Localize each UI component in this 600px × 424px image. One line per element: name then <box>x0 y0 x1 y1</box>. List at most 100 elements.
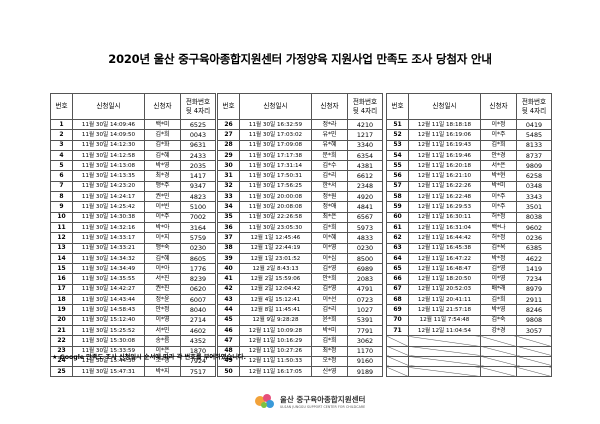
cell: 2 <box>50 129 73 141</box>
cell: 박*현 <box>480 170 517 182</box>
cell: 8038 <box>516 211 552 223</box>
cell: 12 <box>50 232 73 244</box>
cell: 42 <box>217 283 240 296</box>
cell: 12월 11일 16:45:38 <box>408 242 481 254</box>
cell: 6567 <box>347 211 383 223</box>
cell: 59 <box>386 201 409 213</box>
cell: 한*서 <box>311 180 348 193</box>
cell: 12월 1일 23:01:52 <box>239 252 312 265</box>
cell: 11월 30일 17:50:31 <box>239 170 312 182</box>
cell: 유*민 <box>311 129 348 141</box>
cell: 9347 <box>180 180 216 193</box>
cell: 11월 30일 14:34:32 <box>72 252 145 265</box>
cell: 12월 11일 20:41:11 <box>408 294 481 306</box>
cell: 9189 <box>347 366 383 378</box>
row: 22 11월 30일 15:30:08 송*름 4352 <box>50 335 216 347</box>
cell: 김*희 <box>311 335 348 347</box>
cell: 12월 11일 16:17:05 <box>239 366 312 378</box>
header-line: 뒷 4자리 <box>352 106 378 115</box>
cell: 7234 <box>516 273 552 285</box>
empty-cell <box>386 335 409 347</box>
cell: 2433 <box>180 149 216 162</box>
cell: 안*정 <box>144 304 181 316</box>
cell: 김*혜 <box>144 149 181 162</box>
cell: 12월 11일 16:20:18 <box>408 160 481 172</box>
header-cell: 번호 <box>386 93 409 120</box>
empty-cell <box>408 335 481 347</box>
cell: 4791 <box>347 283 383 296</box>
row: 12 11월 30일 14:33:17 이*지 5759 <box>50 232 216 244</box>
cell: 이*빈 <box>144 201 181 213</box>
cell: 11월 30일 14:09:50 <box>72 129 145 141</box>
empty-cell <box>480 355 517 368</box>
cell: 11월 30일 14:34:49 <box>72 263 145 275</box>
cell: 66 <box>386 273 409 285</box>
cell: 12월 11일 10:16:29 <box>239 335 312 347</box>
cell: 4920 <box>347 191 383 203</box>
cell: 김*혜 <box>144 252 181 265</box>
cell: 11월 30일 22:26:58 <box>239 211 312 223</box>
cell: 11월 30일 14:13:08 <box>72 160 145 172</box>
cell: 9602 <box>516 221 552 234</box>
row: 67 12월 11일 20:52:03 배*래 8979 <box>386 283 552 296</box>
cell: 12월 11일 16:21:10 <box>408 170 481 182</box>
cell: 11월 30일 14:25:42 <box>72 201 145 213</box>
row: 13 11월 30일 14:33:21 맹*숙 0230 <box>50 242 216 254</box>
row: 51 12월 11일 18:18:18 이*정 0419 <box>386 118 552 131</box>
cell: 7517 <box>180 366 216 378</box>
cell: 12월 11일 16:30:11 <box>408 211 481 223</box>
cell: 4352 <box>180 335 216 347</box>
cell: 12월 11일 18:20:50 <box>408 273 481 285</box>
cell: 0348 <box>516 180 552 193</box>
cell: 46 <box>217 324 240 337</box>
cell: 안*희 <box>311 273 348 285</box>
cell: 박*미 <box>480 180 517 193</box>
cell: 정*라 <box>311 118 348 131</box>
cell: 32 <box>217 180 240 193</box>
cell: 30 <box>217 160 240 172</box>
row: 10 11월 30일 14:30:38 이*주 7002 <box>50 211 216 223</box>
cell: 12월 4일 15:12:41 <box>239 294 312 306</box>
row: 61 12월 11일 16:31:04 백*나 9602 <box>386 221 552 234</box>
row: 36 11월 30일 23:05:30 김*희 5973 <box>217 221 383 234</box>
row: 55 12월 11일 16:20:18 서*은 9809 <box>386 160 552 172</box>
logo-name-en: ULSAN JUNGGU SUPPORT CENTER FOR CHILDCAR… <box>280 404 366 409</box>
cell: 44 <box>217 304 240 316</box>
logo: 울산 중구육아종합지원센터 ULSAN JUNGGU SUPPORT CENTE… <box>254 392 365 410</box>
cell: 11월 30일 14:09:46 <box>72 118 145 131</box>
header-cell: 번호 <box>217 93 240 120</box>
cell: 31 <box>217 170 240 182</box>
row: 53 12월 11일 16:19:43 김*희 8133 <box>386 139 552 151</box>
cell: 62 <box>386 232 409 244</box>
cell: 12월 2일 12:04:42 <box>239 283 312 296</box>
header-line: 뒷 4자리 <box>521 106 547 115</box>
cell: 12월 11일 18:18:18 <box>408 118 481 131</box>
cell: 김*리 <box>311 170 348 182</box>
row: 52 12월 11일 16:19:06 이*주 5485 <box>386 129 552 141</box>
row: 49 12월 11일 11:50:33 오*정 9160 <box>217 355 383 368</box>
row: 39 12월 1일 23:01:52 이*심 8500 <box>217 252 383 265</box>
cell: 4622 <box>516 252 552 265</box>
row: 31 11월 30일 17:50:31 김*리 6612 <box>217 170 383 182</box>
cell: 12월 11일 16:31:04 <box>408 221 481 234</box>
header-line: 뒷 4자리 <box>185 106 211 115</box>
cell: 이*지 <box>144 232 181 244</box>
row <box>386 355 552 368</box>
row <box>386 345 552 357</box>
cell: 12월 2일 8:43:13 <box>239 263 312 275</box>
cell: 12월 11일 16:48:47 <box>408 263 481 275</box>
cell: 2911 <box>516 294 552 306</box>
cell: 11월 30일 15:12:40 <box>72 314 145 326</box>
cell: 권*민 <box>144 191 181 203</box>
row: 1 11월 30일 14:09:46 백*미 6525 <box>50 118 216 131</box>
cell: 53 <box>386 139 409 151</box>
cell: 이*영 <box>480 273 517 285</box>
cell: 7002 <box>180 211 216 223</box>
row: 23 11월 30일 15:33:59 이*은 1870 <box>50 345 216 357</box>
cell: 12월 11일 16:19:46 <box>408 149 481 162</box>
cell: 9808 <box>516 314 552 326</box>
cell: 12월 9일 9:28:28 <box>239 314 312 326</box>
cell: 이*선 <box>311 294 348 306</box>
cell: 맹*주 <box>144 180 181 193</box>
cell: 12월 1일 22:44:19 <box>239 242 312 254</box>
